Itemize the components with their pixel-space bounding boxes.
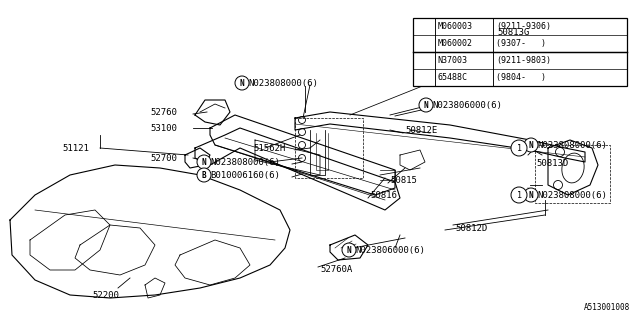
Text: 51121: 51121: [62, 143, 89, 153]
Text: N: N: [347, 245, 351, 254]
Circle shape: [417, 71, 431, 85]
Text: 50815: 50815: [390, 175, 417, 185]
Circle shape: [511, 140, 527, 156]
Text: (9211-9803): (9211-9803): [496, 56, 551, 65]
Text: N: N: [202, 157, 206, 166]
Text: (9211-9306): (9211-9306): [496, 22, 551, 31]
Circle shape: [417, 36, 431, 51]
Bar: [295, 118, 363, 178]
Text: N023808000(6): N023808000(6): [248, 78, 318, 87]
Text: N023806000(6): N023806000(6): [432, 100, 502, 109]
Text: A513001008: A513001008: [584, 303, 630, 312]
Text: 1: 1: [516, 190, 522, 199]
Circle shape: [486, 49, 502, 65]
Circle shape: [419, 98, 433, 112]
Text: N37003: N37003: [438, 56, 468, 65]
Text: 1: 1: [516, 143, 522, 153]
Text: (9307-   ): (9307- ): [496, 39, 546, 48]
Text: 52700: 52700: [150, 154, 177, 163]
Text: 50812D: 50812D: [455, 223, 487, 233]
Text: N023808000(6): N023808000(6): [210, 157, 280, 166]
Text: N: N: [424, 100, 428, 109]
Circle shape: [235, 76, 249, 90]
Text: B: B: [202, 171, 206, 180]
Text: N023808000(6): N023808000(6): [537, 140, 607, 149]
Circle shape: [197, 168, 211, 182]
Text: 52200: 52200: [92, 291, 119, 300]
Text: N: N: [240, 78, 244, 87]
Text: M060002: M060002: [438, 39, 473, 48]
Circle shape: [511, 187, 527, 203]
Text: N: N: [529, 190, 533, 199]
Text: N: N: [529, 140, 533, 149]
Text: M060003: M060003: [438, 22, 473, 31]
Text: 2: 2: [421, 73, 426, 82]
Text: 50816: 50816: [370, 190, 397, 199]
Bar: [535, 145, 610, 203]
Circle shape: [417, 19, 431, 33]
Circle shape: [197, 155, 211, 169]
Text: 50812E: 50812E: [405, 125, 437, 134]
Text: 50813G: 50813G: [497, 28, 529, 36]
Text: 53100: 53100: [150, 124, 177, 132]
Text: 52760A: 52760A: [320, 266, 352, 275]
Circle shape: [524, 188, 538, 202]
Bar: [413, 18, 627, 86]
Text: 2: 2: [421, 56, 426, 65]
Text: N023808000(6): N023808000(6): [537, 190, 607, 199]
Text: 2: 2: [492, 52, 497, 61]
Text: 50813D: 50813D: [536, 158, 568, 167]
Text: 51562H: 51562H: [253, 143, 285, 153]
Text: 65488C: 65488C: [438, 73, 468, 82]
Circle shape: [417, 53, 431, 68]
Text: B010006160(6): B010006160(6): [210, 171, 280, 180]
Circle shape: [342, 243, 356, 257]
Text: 52760: 52760: [150, 108, 177, 116]
Text: (9804-   ): (9804- ): [496, 73, 546, 82]
Circle shape: [524, 138, 538, 152]
Text: 1: 1: [421, 22, 426, 31]
Text: N023806000(6): N023806000(6): [355, 245, 425, 254]
Text: 1: 1: [421, 39, 426, 48]
